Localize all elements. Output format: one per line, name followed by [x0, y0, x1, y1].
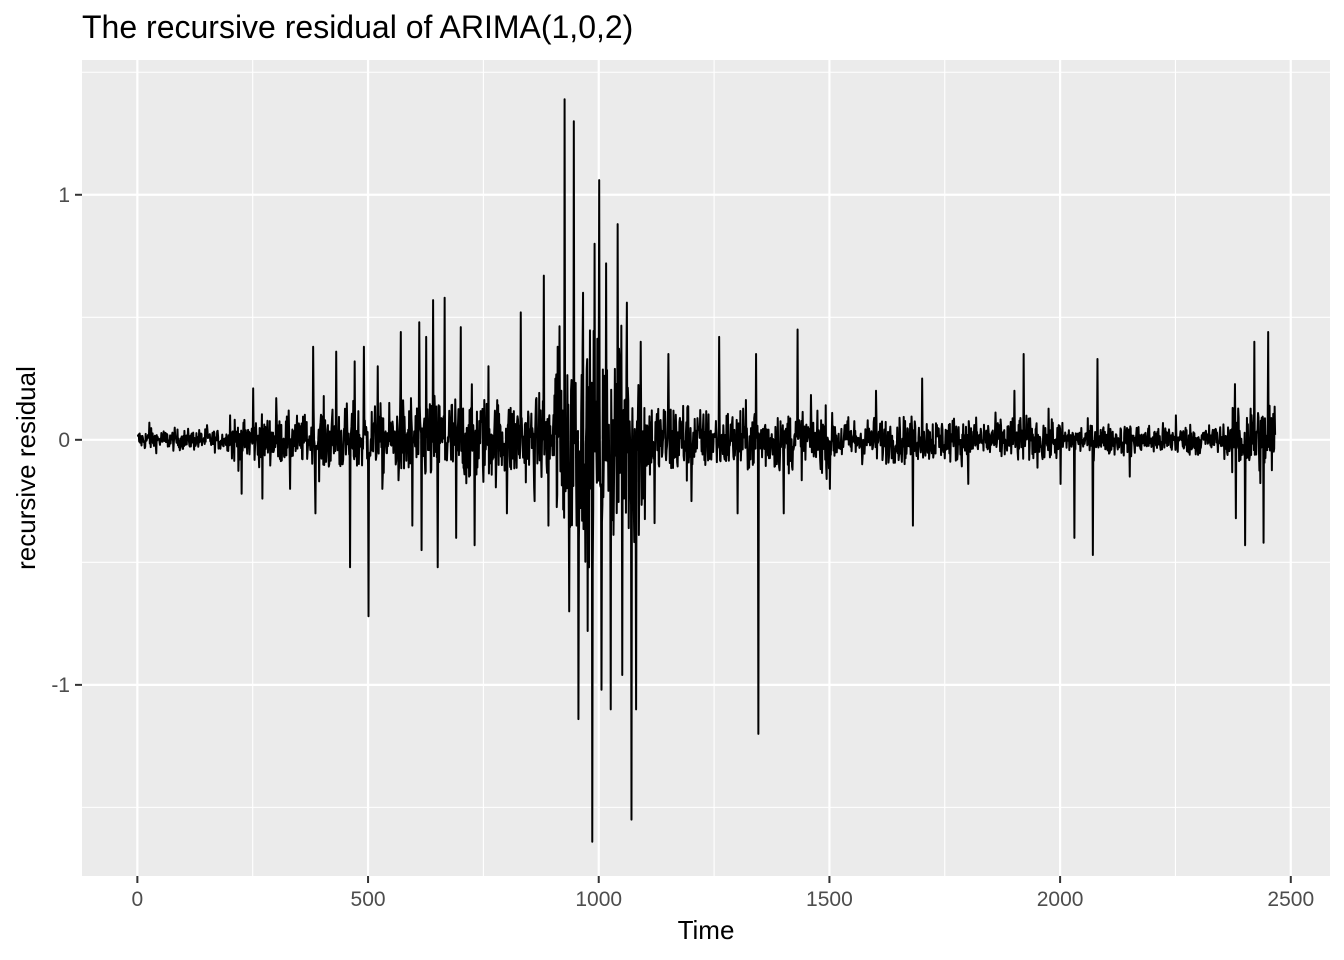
residual-series-line [136, 98, 1277, 843]
y-tick-label: -1 [51, 674, 70, 697]
x-tick-label: 0 [132, 888, 144, 911]
plot-panel [82, 60, 1330, 876]
x-tick-label: 2500 [1267, 888, 1314, 911]
x-tick-label: 1000 [575, 888, 622, 911]
y-tick-label: 0 [58, 429, 70, 452]
chart-title: The recursive residual of ARIMA(1,0,2) [82, 9, 633, 45]
x-tick-label: 1500 [806, 888, 853, 911]
y-axis-title: recursive residual [11, 366, 41, 570]
x-tick-label: 2000 [1037, 888, 1084, 911]
x-axis-title: Time [678, 915, 735, 945]
x-axis-ticks: 0 500 1000 1500 2000 2500 [132, 876, 1314, 911]
y-axis-ticks: -1 0 1 [51, 184, 82, 697]
y-tick-label: 1 [58, 184, 70, 207]
x-tick-label: 500 [351, 888, 386, 911]
grid-minor [82, 60, 1330, 876]
